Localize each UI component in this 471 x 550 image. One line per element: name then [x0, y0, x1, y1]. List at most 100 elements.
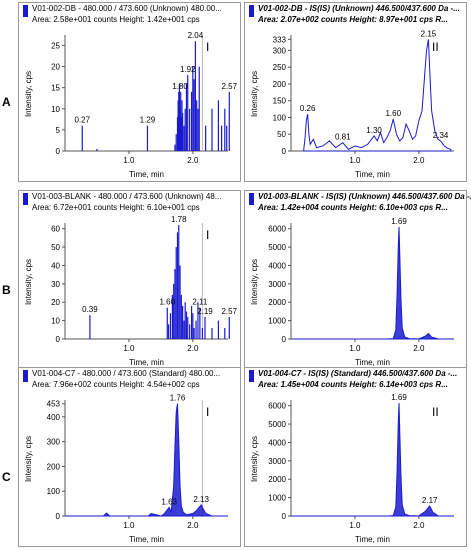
y-tick-label: 10	[51, 105, 60, 114]
y-axis-label: Intensity, cps	[24, 259, 33, 305]
trace-color-swatch	[23, 370, 28, 382]
peak-label: 2.57	[221, 82, 237, 91]
x-axis-label: Time, min	[355, 170, 390, 179]
signal-trace	[291, 403, 455, 517]
x-tick-label: 1.0	[349, 521, 361, 530]
y-tick-label: 0	[282, 335, 287, 344]
y-tick-label: 0	[56, 147, 61, 156]
y-tick-label: 40	[51, 261, 60, 270]
panel-header: V01-002-DB - IS(IS) (Unknown) 446.500/43…	[245, 3, 466, 31]
y-tick-label: 200	[47, 462, 61, 471]
y-tick-label: 1000	[268, 494, 286, 503]
y-tick-label: 6000	[268, 402, 286, 411]
y-axis-label: Intensity, cps	[24, 436, 33, 482]
panel-numeral: I	[206, 405, 209, 419]
x-tick-label: 2.0	[413, 156, 425, 165]
x-tick-label: 1.0	[123, 344, 135, 353]
y-tick-label: 1000	[268, 317, 286, 326]
y-tick-label: 5	[56, 126, 61, 135]
panel-header: V01-003-BLANK - IS(IS) (Unknown) 446.500…	[245, 191, 471, 219]
signal-trace	[65, 403, 228, 517]
panel-header: V01-002-DB - 480.000 / 473.600 (Unknown)…	[19, 3, 240, 31]
chromatogram-panel-a1: V01-002-DB - 480.000 / 473.600 (Unknown)…	[18, 2, 241, 182]
y-axis-label: Intensity, cps	[24, 71, 33, 117]
x-tick-label: 1.0	[123, 521, 135, 530]
y-tick-label: 400	[47, 413, 61, 422]
chromatogram-svg: 0 50 100 150 200 250 300 333 1.0 2.0 Time, min Inte…	[250, 29, 454, 179]
trace-color-swatch	[249, 5, 254, 17]
panel-numeral: I	[206, 40, 209, 54]
peak-label: 0.27	[74, 116, 90, 125]
chromatogram-svg: 0 10 20 30 40 50 60 1.0 2.0 Time, min Intensity, c…	[24, 215, 238, 367]
peak-label: 2.17	[422, 496, 438, 505]
y-tick-label: 250	[273, 63, 287, 72]
y-tick-label: 20	[51, 298, 60, 307]
x-axis-label: Time, min	[129, 358, 164, 367]
panel-title: V01-003-BLANK - 480.000 / 473.600 (Unkno…	[32, 192, 222, 201]
peak-label: 0.81	[335, 133, 351, 142]
peak-label: 1.63	[161, 497, 177, 506]
x-axis-label: Time, min	[355, 358, 390, 367]
y-tick-label: 300	[273, 46, 287, 55]
peak-label: 0.39	[82, 305, 98, 314]
y-tick-label: 2000	[268, 475, 286, 484]
peak-label: 2.11	[192, 298, 208, 307]
y-tick-label: 25	[51, 41, 60, 50]
panel-title: V01-004-C7 - 480.000 / 473.600 (Standard…	[32, 369, 221, 378]
peak-label: 1.29	[140, 116, 156, 125]
y-tick-label: 5000	[268, 420, 286, 429]
x-axis-label: Time, min	[129, 170, 164, 179]
y-tick-label: 333	[273, 35, 287, 44]
y-tick-label: 5000	[268, 243, 286, 252]
y-tick-label: 100	[47, 487, 61, 496]
y-tick-label: 15	[51, 84, 60, 93]
panel-subtitle: Area: 2.07e+002 counts Height: 8.97e+001…	[258, 15, 448, 24]
x-tick-label: 2.0	[187, 521, 199, 530]
chromatogram-panel-b2: V01-003-BLANK - IS(IS) (Unknown) 446.500…	[244, 190, 471, 370]
y-tick-label: 2000	[268, 298, 286, 307]
y-tick-label: 10	[51, 317, 60, 326]
row-label-c: C	[2, 470, 11, 484]
x-tick-label: 1.0	[123, 156, 135, 165]
y-tick-label: 50	[277, 130, 286, 139]
y-tick-label: 200	[273, 80, 287, 89]
y-tick-label: 30	[51, 280, 60, 289]
y-tick-label: 4000	[268, 438, 286, 447]
y-tick-label: 0	[56, 335, 61, 344]
peak-label: 1.80	[172, 82, 188, 91]
y-tick-label: 0	[282, 512, 287, 521]
signal-trace	[303, 39, 452, 152]
peak-label: 1.60	[159, 298, 175, 307]
chromatogram-svg: 0 100 200 300 400 453 1.0 2.0 Time, min Intensity…	[24, 394, 228, 544]
y-tick-label: 3000	[268, 280, 286, 289]
panel-numeral: II	[432, 40, 439, 54]
panel-title: V01-002-DB - IS(IS) (Unknown) 446.500/43…	[258, 4, 460, 13]
peak-label: 1.30	[366, 126, 382, 135]
signal-trace	[291, 226, 455, 340]
panel-subtitle: Area: 2.58e+001 counts Height: 1.42e+001…	[32, 15, 200, 24]
y-tick-label: 300	[47, 438, 61, 447]
panel-subtitle: Area: 1.42e+004 counts Height: 6.10e+003…	[258, 203, 448, 212]
chromatogram-svg: 0 1000 2000 3000 4000 5000 6000 1.0 2.0 Time, min…	[250, 217, 455, 367]
panel-header: V01-004-C7 - 480.000 / 473.600 (Standard…	[19, 368, 240, 396]
panel-title: V01-002-DB - 480.000 / 473.600 (Unknown)…	[32, 4, 222, 13]
chromatogram-svg: 0 1000 2000 3000 4000 5000 6000 1.0 2.0 Time, min…	[250, 393, 455, 544]
y-tick-label: 0	[56, 512, 61, 521]
x-axis-label: Time, min	[355, 535, 390, 544]
panel-header: V01-003-BLANK - 480.000 / 473.600 (Unkno…	[19, 191, 240, 219]
peak-label: 2.04	[188, 31, 204, 40]
peak-label: 1.60	[385, 109, 401, 118]
chromatogram-panel-b1: V01-003-BLANK - 480.000 / 473.600 (Unkno…	[18, 190, 241, 370]
y-tick-label: 50	[51, 243, 60, 252]
chromatogram-panel-a2: V01-002-DB - IS(IS) (Unknown) 446.500/43…	[244, 2, 467, 182]
y-tick-label: 150	[273, 97, 287, 106]
trace-color-swatch	[249, 193, 254, 205]
x-tick-label: 1.0	[349, 156, 361, 165]
peak-label: 2.13	[193, 495, 209, 504]
y-tick-label: 0	[282, 147, 287, 156]
y-tick-label: 3000	[268, 457, 286, 466]
peak-label: 2.57	[221, 307, 237, 316]
y-tick-label: 6000	[268, 225, 286, 234]
peak-label: 1.92	[180, 65, 196, 74]
row-label-b: B	[2, 283, 11, 297]
